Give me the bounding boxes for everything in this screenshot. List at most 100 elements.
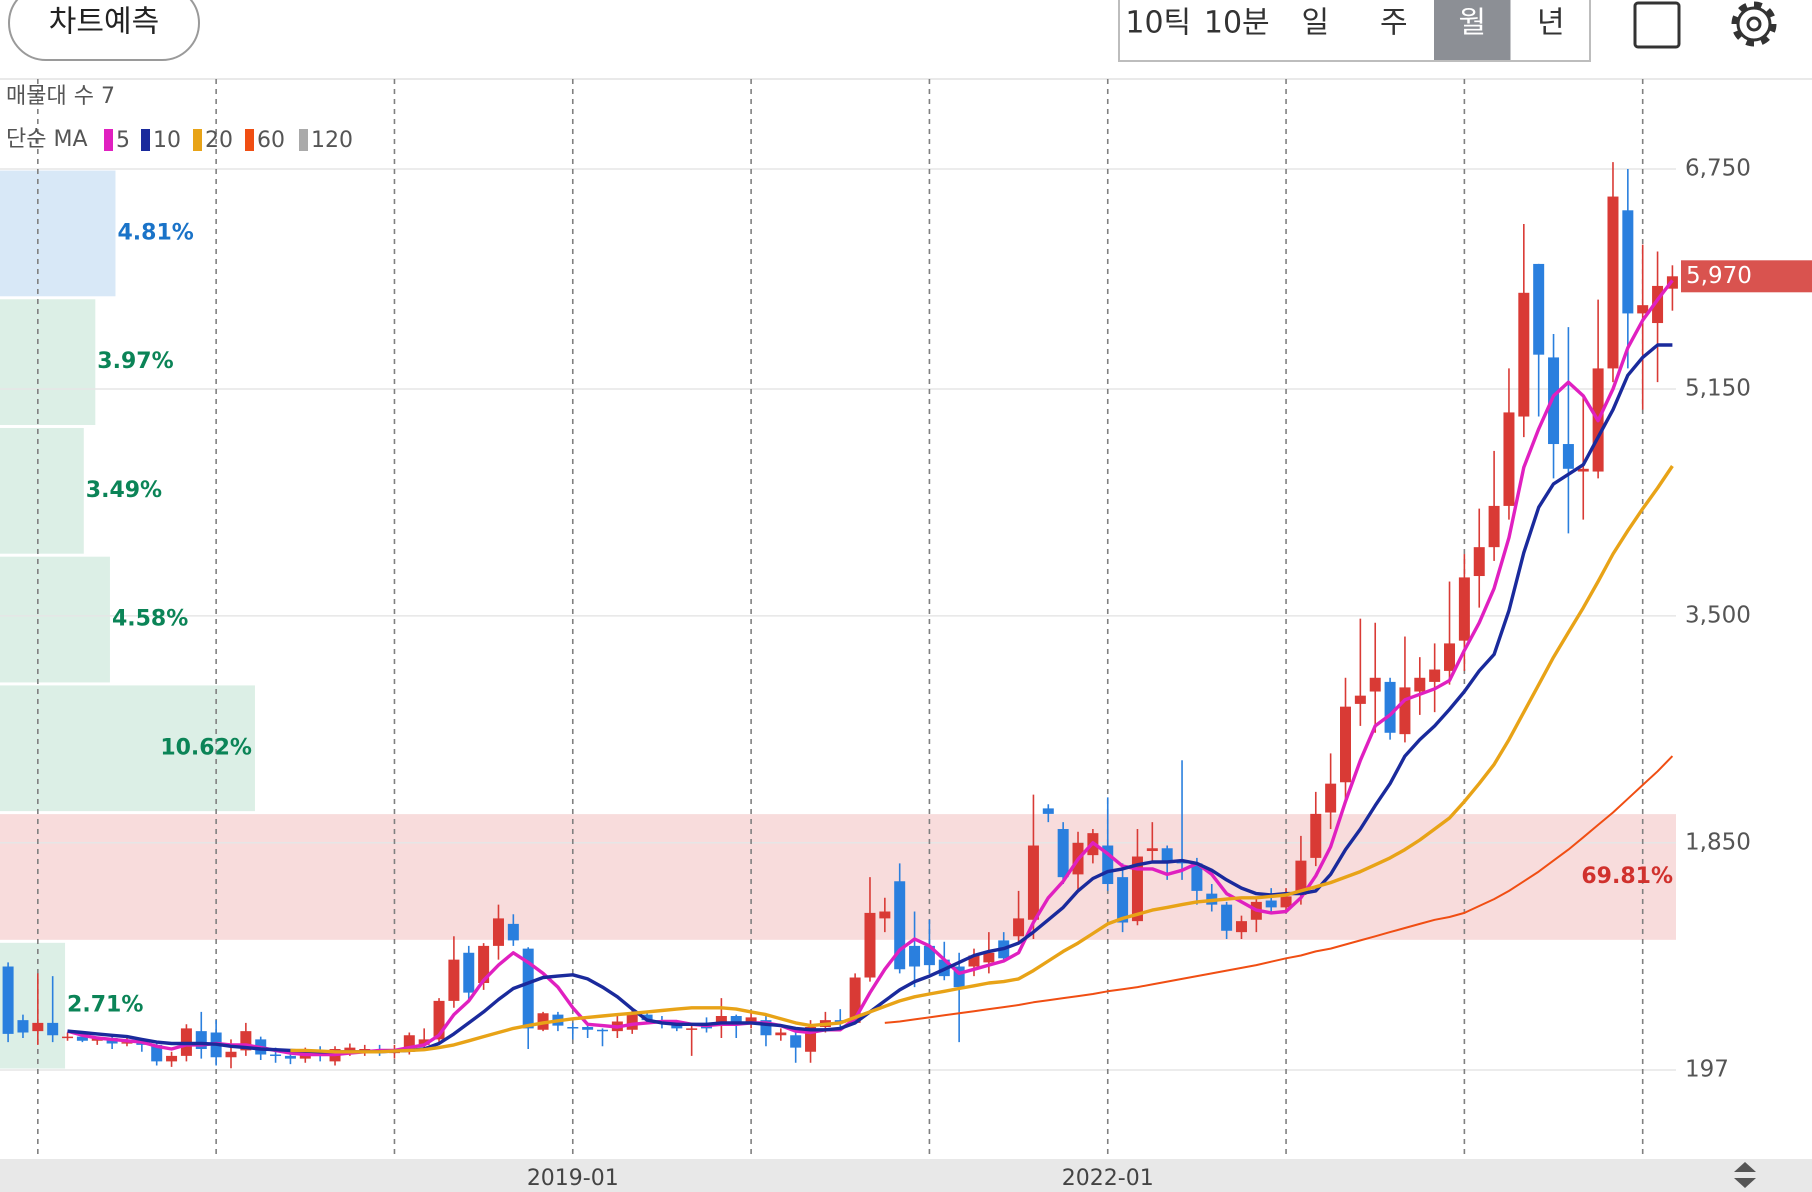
candle-body: [983, 952, 995, 963]
candle-body: [864, 912, 876, 978]
candle-body: [2, 966, 14, 1034]
candle-body: [805, 1027, 817, 1052]
candle-body: [1295, 860, 1307, 896]
profile-count: 매물대 수 7: [6, 84, 115, 109]
x-tick-label: 2019-01: [527, 1166, 619, 1191]
profile-label: 3.49%: [86, 478, 162, 503]
x-tick-label: 2022-01: [1062, 1166, 1154, 1191]
candle-body: [121, 1042, 133, 1044]
candle-body: [1354, 695, 1366, 704]
y-tick-label: 6,750: [1685, 156, 1751, 182]
volume-profile: [0, 170, 1676, 1069]
labels: 매물대 수 7 단순 MA 2.71% 69.81% 10.62% 4.58% 3.49…: [6, 84, 1812, 1018]
candle-body: [1221, 904, 1233, 931]
candle-body: [1652, 285, 1664, 324]
candle-body: [1310, 813, 1322, 858]
candle-body: [849, 977, 861, 1023]
candle-body: [166, 1055, 178, 1062]
candle-body: [1146, 848, 1158, 852]
candle-body: [507, 923, 519, 941]
legend-label: 60: [257, 128, 285, 153]
y-tick-label: 5,150: [1685, 376, 1751, 402]
candle-body: [790, 1035, 802, 1048]
candle-body: [1384, 681, 1396, 733]
candle-body: [1325, 783, 1337, 813]
profile-bar: [0, 299, 96, 425]
tab-selected[interactable]: [1434, 0, 1511, 60]
candle-body: [151, 1044, 163, 1062]
candle-body: [225, 1051, 237, 1058]
tab-label[interactable]: 월: [1458, 6, 1486, 41]
candle-body: [1637, 305, 1649, 314]
ma-label: 단순 MA: [6, 127, 88, 152]
x-axis-strip: [0, 1159, 1812, 1192]
candle-body: [775, 1032, 787, 1036]
legend-swatch: [299, 129, 308, 151]
candle-body: [478, 945, 490, 984]
candle-body: [240, 1031, 252, 1051]
tab[interactable]: [1198, 0, 1276, 60]
profile-bar: [0, 556, 110, 683]
candle-body: [1503, 412, 1515, 506]
legend-swatch: [104, 129, 113, 151]
legend-label: 120: [311, 128, 353, 153]
profile-bar: [0, 814, 1676, 940]
fullscreen-icon[interactable]: [1633, 1, 1681, 49]
candle-body: [1131, 856, 1143, 922]
candle-body: [597, 1029, 608, 1032]
scroll-arrows[interactable]: [1734, 1162, 1756, 1188]
gear-teeth[interactable]: [1731, 1, 1777, 47]
tab-label[interactable]: 일: [1301, 6, 1329, 41]
candle-body: [1488, 505, 1500, 548]
tab[interactable]: [1512, 0, 1590, 60]
candle-body: [1027, 845, 1039, 920]
candle-body: [1607, 196, 1619, 369]
candle-body: [76, 1036, 88, 1041]
predict-button[interactable]: [8, 0, 200, 61]
candle-body: [1057, 829, 1069, 878]
y-tick-label: 197: [1685, 1057, 1729, 1083]
tab-label[interactable]: 년: [1537, 6, 1565, 41]
legend-swatch: [141, 129, 150, 151]
arrow-down[interactable]: [1734, 1178, 1756, 1188]
candle-body: [32, 1022, 44, 1032]
candle-body: [1518, 292, 1530, 417]
tab[interactable]: [1120, 0, 1197, 60]
settings-icon[interactable]: [1731, 1, 1777, 47]
gear-body[interactable]: [1736, 6, 1772, 42]
candle-body: [1399, 687, 1411, 735]
tab-label[interactable]: 주: [1380, 6, 1408, 41]
candle-body: [953, 966, 965, 988]
predict-button-label[interactable]: 차트예측: [49, 5, 159, 40]
candle-body: [418, 1039, 430, 1045]
gear-hole[interactable]: [1746, 16, 1762, 32]
ma-line: [884, 755, 1674, 1024]
tab-label[interactable]: 10틱: [1125, 6, 1191, 41]
legend-label: 10: [153, 128, 181, 153]
legend-label: 5: [116, 128, 130, 153]
profile-label: 10.62%: [160, 735, 252, 760]
candle-body: [1562, 444, 1574, 469]
candle-body: [1548, 357, 1560, 445]
candle-body: [1013, 918, 1025, 937]
candle-body: [1191, 863, 1203, 891]
candle-body: [909, 945, 921, 967]
candle-body: [1444, 643, 1456, 671]
profile-label: 4.58%: [112, 607, 188, 632]
candle-body: [1102, 845, 1114, 885]
candle-body: [686, 1028, 698, 1030]
candle-body: [62, 1036, 74, 1039]
tab[interactable]: [1277, 0, 1354, 60]
candle-body: [894, 881, 906, 970]
candle-body: [47, 1022, 59, 1036]
candle-body: [17, 1020, 29, 1033]
current-price-label: 5,970: [1686, 263, 1752, 289]
tab-label[interactable]: 10분: [1204, 6, 1270, 41]
candle-body: [1280, 896, 1292, 908]
arrow-up[interactable]: [1734, 1162, 1756, 1172]
candle-body: [626, 1013, 638, 1030]
profile-label: 69.81%: [1581, 864, 1673, 889]
tab[interactable]: [1355, 0, 1433, 60]
profile-label: 4.81%: [117, 220, 193, 245]
